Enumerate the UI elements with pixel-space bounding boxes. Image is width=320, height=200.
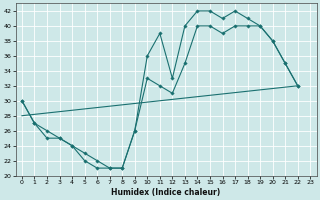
X-axis label: Humidex (Indice chaleur): Humidex (Indice chaleur) xyxy=(111,188,221,197)
